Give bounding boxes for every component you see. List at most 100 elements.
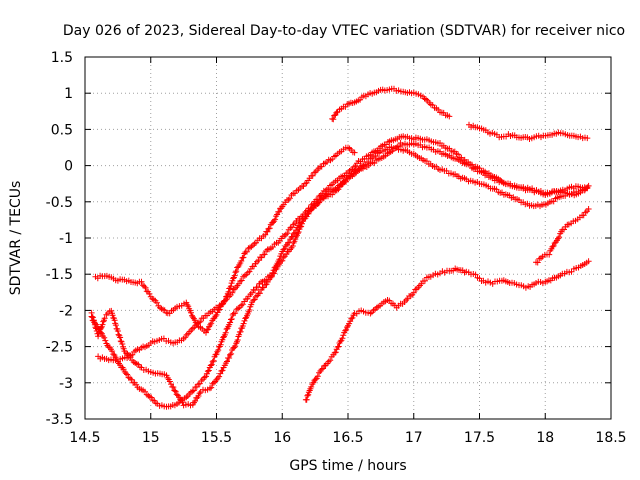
data-point [119,341,126,347]
y-axis-label: SDTVAR / TECUs [8,181,24,296]
data-point [404,295,411,302]
data-point [217,341,224,348]
data-point [226,355,233,361]
data-point [255,257,262,264]
data-point [231,272,238,279]
data-point [218,368,225,374]
data-point [585,258,592,265]
data-point [280,254,287,261]
data-point [327,357,334,364]
data-point [298,223,305,230]
data-point [192,398,199,404]
data-point [212,313,219,320]
data-point [282,243,289,250]
data-point [294,230,301,237]
data-point [92,324,99,331]
data-point [280,246,287,253]
data-point [117,338,124,345]
data-point [193,383,200,390]
data-point [188,309,194,316]
data-point [208,320,215,327]
data-point [234,337,241,343]
data-point [550,242,557,249]
data-point [308,383,315,390]
data-point [215,347,222,354]
data-point [289,243,296,249]
data-point [196,390,203,397]
data-point [281,245,288,252]
data-point [170,384,177,391]
data-point [206,385,213,392]
x-axis-label: GPS time / hours [289,458,406,474]
data-point [233,268,240,275]
y-tick-label: 1.5 [51,50,73,66]
data-point [276,208,283,215]
data-point [210,357,217,364]
data-point [196,380,203,387]
data-point [351,149,358,156]
data-point [166,378,173,385]
data-point [101,334,108,341]
series-arc-5 [329,85,453,123]
data-point [304,392,311,399]
data-point [237,328,244,335]
data-point [303,396,310,403]
series-arc-6 [466,121,591,142]
data-point [203,373,209,380]
data-point [330,116,337,123]
data-point [228,316,235,322]
data-point [153,299,160,306]
data-point [227,319,234,326]
data-point [472,271,479,278]
chart-title: Day 026 of 2023, Sidereal Day-to-day VTE… [63,23,625,39]
data-point [342,327,349,334]
x-tick-label: 16.5 [332,430,363,446]
data-point [99,321,106,328]
data-point [231,344,238,351]
data-point [264,228,271,235]
y-tick-labels: -3.5 -3 -2.5 -2 -1.5 -1 -0.5 0 0.5 1 1.5 [46,50,73,428]
data-point [240,320,247,327]
data-point [339,335,346,342]
x-tick-label: 15.5 [201,430,232,446]
data-point [581,184,588,191]
series-arc-1 [92,144,358,336]
data-point [272,216,279,223]
data-point [207,362,214,369]
data-point [268,273,275,280]
data-point [260,284,267,291]
data-point [534,259,541,266]
data-point [312,376,319,383]
data-point [219,367,226,374]
data-point [216,373,223,380]
data-point [344,324,351,331]
x-tick-label: 17 [405,430,423,446]
y-tick-label: 1 [64,86,73,102]
data-point [232,310,239,317]
data-point [208,384,215,391]
data-point [150,296,157,303]
data-point [266,225,273,232]
data-point [227,283,234,290]
data-point [546,251,553,258]
x-tick-label: 17.5 [464,430,495,446]
data-point [205,326,212,333]
data-point [348,315,355,322]
data-point [307,205,314,212]
data-point [101,315,108,322]
y-tick-label: 0.5 [51,122,73,138]
data-point [343,326,350,333]
data-point [146,290,153,297]
data-point [128,376,135,383]
data-point [261,251,268,258]
data-point [229,289,236,296]
y-tick-label: -0.5 [46,195,73,211]
data-point [203,329,209,336]
data-point [584,135,591,142]
data-point [179,399,186,406]
data-point [110,351,117,358]
data-point [235,305,242,312]
data-point [127,375,134,382]
data-point [197,318,204,325]
data-point [262,281,269,288]
